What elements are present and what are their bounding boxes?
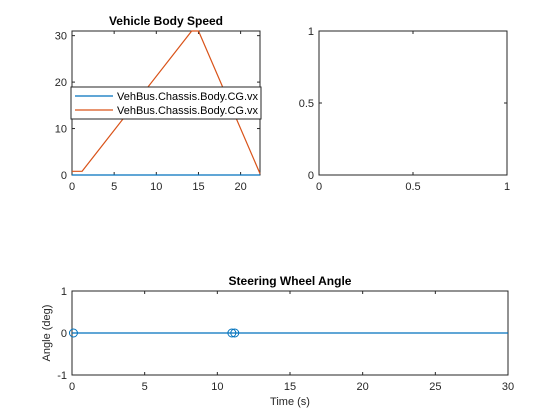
plot-area <box>319 31 507 175</box>
chart-title: Vehicle Body Speed <box>109 14 223 28</box>
x-tick-label: 5 <box>111 181 117 193</box>
x-tick-label: 5 <box>142 381 148 393</box>
x-tick-label: 10 <box>150 181 162 193</box>
x-tick-label: 25 <box>429 381 441 393</box>
x-tick-label: 15 <box>192 181 204 193</box>
y-tick-label: 20 <box>55 77 67 89</box>
x-tick-label: 20 <box>357 381 369 393</box>
y-tick-label: 0 <box>61 328 67 340</box>
legend-entry-1: VehBus.Chassis.Body.CG.vx <box>117 105 259 117</box>
x-tick-label: 0 <box>69 181 75 193</box>
x-axis-label: Time (s) <box>270 396 310 408</box>
axes-vehicle-body-speed: 0 5 10 15 20 0 10 20 30 Vehicle Body Speed VehBus.… <box>55 14 261 193</box>
legend-entry-0: VehBus.Chassis.Body.CG.vx <box>117 91 259 103</box>
x-tick-label: 10 <box>211 381 223 393</box>
x-tick-label: 30 <box>502 381 514 393</box>
y-tick-label: 1 <box>61 286 67 298</box>
x-tick-label: 0.5 <box>405 181 420 193</box>
y-tick-label: 0 <box>61 170 67 182</box>
x-tick-label: 15 <box>284 381 296 393</box>
y-axis-label: Angle (deg) <box>41 305 53 362</box>
y-tick-label: 10 <box>55 124 67 136</box>
x-tick-label: 1 <box>504 181 510 193</box>
y-tick-label: -1 <box>57 370 67 382</box>
y-tick-label: 0 <box>308 170 314 182</box>
x-tick-label: 0 <box>69 381 75 393</box>
y-tick-label: 1 <box>308 26 314 38</box>
x-tick-label: 0 <box>316 181 322 193</box>
y-tick-label: 0.5 <box>299 98 314 110</box>
axes-empty: 0 0.5 1 0 0.5 1 <box>299 26 510 193</box>
y-tick-label: 30 <box>55 31 67 43</box>
chart-title: Steering Wheel Angle <box>229 274 352 288</box>
x-tick-label: 20 <box>234 181 246 193</box>
